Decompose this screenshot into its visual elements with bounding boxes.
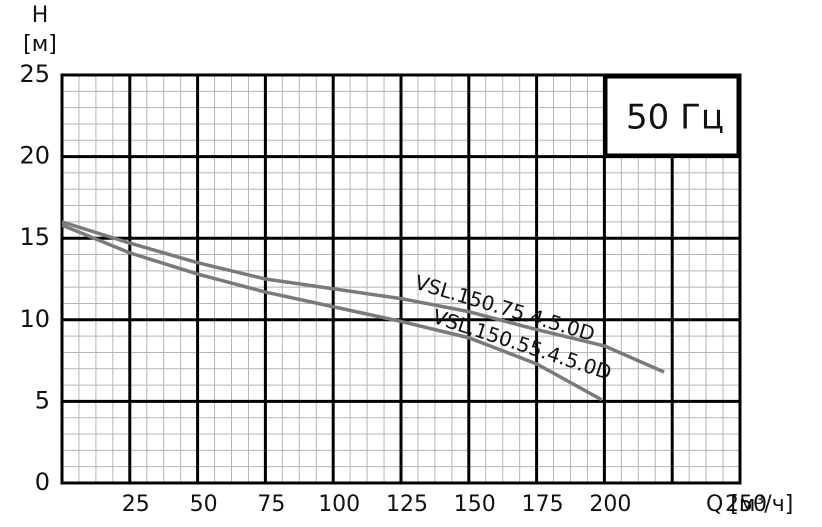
x-tick-label: 250 — [725, 492, 767, 517]
y-tick-label: 5 — [35, 386, 50, 414]
x-tick-label: 125 — [386, 492, 428, 517]
y-tick-label: 25 — [19, 60, 50, 88]
x-tick-label: 150 — [454, 492, 496, 517]
curve — [61, 223, 603, 402]
x-tick-label: 25 — [122, 492, 150, 517]
x-tick-label: 50 — [190, 492, 218, 517]
y-tick-label: 10 — [19, 305, 50, 333]
plot-frame — [60, 73, 742, 485]
annotation-box — [604, 75, 740, 157]
y-axis-unit: [м] — [23, 32, 57, 57]
x-axis-label: Q [м³/ч] — [706, 492, 793, 517]
x-tick-label: 100 — [318, 492, 360, 517]
y-tick-label: 0 — [35, 468, 50, 496]
y-axis-label: H — [32, 3, 49, 28]
y-tick-label: 15 — [19, 223, 50, 251]
x-tick-label: 175 — [522, 492, 564, 517]
x-tick-label: 75 — [257, 492, 285, 517]
x-tick-label: 200 — [589, 492, 631, 517]
annotation: 50 Гц — [626, 98, 724, 138]
curve — [61, 220, 665, 374]
y-tick-label: 20 — [19, 142, 50, 170]
